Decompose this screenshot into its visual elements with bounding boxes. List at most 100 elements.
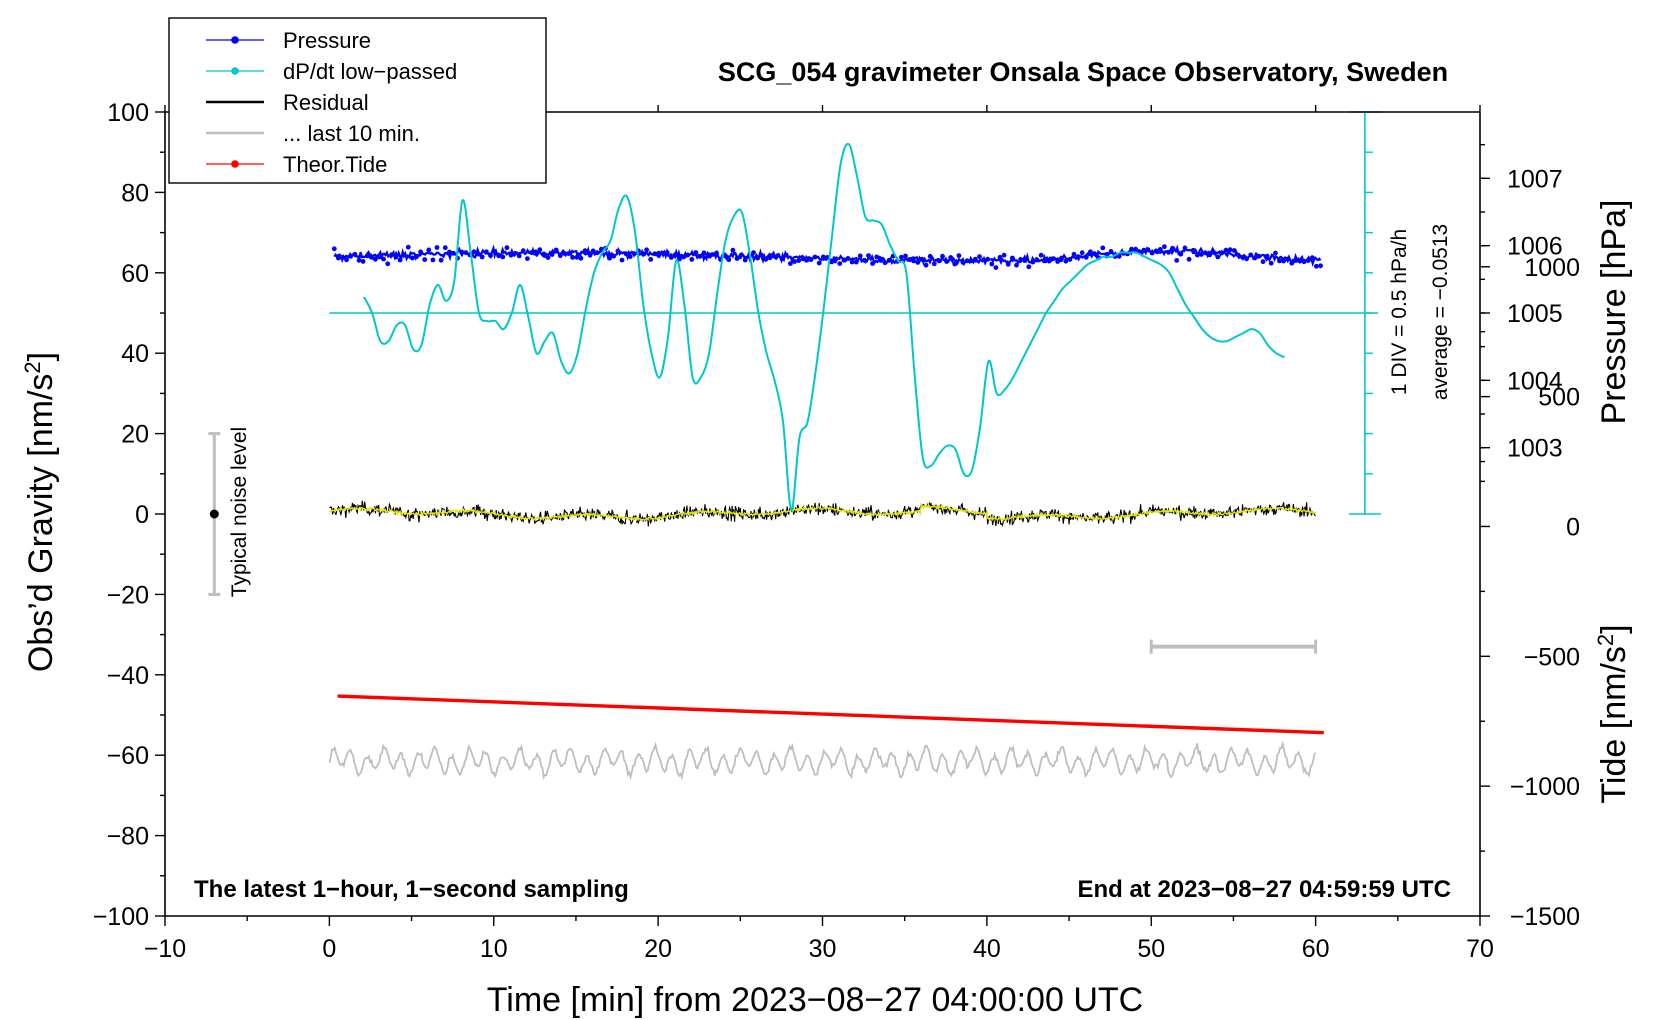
legend-label: Theor.Tide [283,152,387,177]
pressure-point [426,247,432,253]
pressure-point [611,253,617,259]
pressure-point [377,254,382,260]
pressure-point [788,261,793,266]
y-tick-label: 100 [107,99,149,127]
pressure-point [459,249,465,255]
pressure-point [874,254,880,260]
pressure-point [1170,245,1175,251]
tide-axis-title: Tide [nm/s2] [1593,624,1634,803]
x-axis-title: Time [min] from 2023−08−27 04:00:00 UTC [487,981,1143,1019]
pressure-point [336,255,341,261]
y-tick-label: −20 [107,581,149,609]
pressure-point [1133,246,1138,252]
pressure-point [792,259,797,264]
pressure-point [360,259,366,264]
pressure-point [1005,261,1011,267]
pressure-point [1240,254,1245,260]
pressure-point [997,254,1003,260]
pressure-point [771,253,777,259]
chart-series-layer [328,142,1324,781]
pressure-point [882,260,888,266]
x-tick-label: −10 [144,935,186,963]
pressure-point [1055,259,1060,264]
pressure-point [438,257,444,263]
pressure-point [463,250,469,256]
tide-tick-label: −500 [1524,643,1580,671]
pressure-point [927,253,933,259]
pressure-point [1001,252,1007,258]
pressure-point [1252,255,1258,261]
pressure-tick-label: 1007 [1507,165,1563,193]
pressure-point [903,253,908,259]
pressure-point [693,250,699,255]
pressure-point [829,259,834,265]
pressure-point [837,261,843,266]
pressure-point [820,254,826,260]
pressure-point [923,262,929,268]
pressure-point [607,255,612,261]
chart-title: SCG_054 gravimeter Onsala Space Observat… [718,57,1448,87]
pressure-point [1010,255,1015,261]
pressure-point [960,260,966,265]
pressure-point [919,256,925,262]
pressure-point [1305,258,1311,263]
pressure-point [442,245,448,251]
last-10-min-line [328,740,1317,781]
pressure-point [447,249,452,255]
pressure-point [845,256,851,261]
pressure-point [775,253,781,258]
pressure-point [1129,246,1134,252]
pressure-point [619,257,625,263]
pressure-point [697,254,703,259]
legend-label: ... last 10 min. [283,121,420,146]
pressure-point [1203,250,1208,256]
x-tick-label: 60 [1302,935,1330,963]
pressure-point [368,254,374,260]
pressure-point [475,251,481,257]
pressure-point [1030,259,1036,265]
pressure-point [1264,253,1270,259]
pressure-point [973,256,978,262]
pressure-point [886,257,892,263]
pressure-point [853,259,859,265]
pressure-point [644,247,649,253]
pressure-point [660,250,666,256]
pressure-point [594,250,600,256]
pressure-point [1088,249,1093,255]
y-axis-left-title-main: Obs’d Gravity [nm/s [22,374,60,673]
pressure-point [401,252,407,258]
pressure-point [1116,253,1122,259]
theor-tide-line [337,694,1324,735]
pressure-point [1059,255,1065,261]
pressure-point [726,257,732,263]
pressure-point [586,250,592,256]
pressure-point [689,257,695,262]
pressure-point [952,261,958,267]
pressure-point [623,251,629,257]
pressure-point [1309,255,1315,261]
pressure-point [1100,245,1106,251]
pressure-point [808,257,814,262]
pressure-point [578,255,584,261]
residual-line [329,500,1316,528]
pressure-point [1063,258,1069,264]
pressure-point [870,261,875,266]
pressure-point [1071,251,1077,257]
pressure-point [1199,252,1204,257]
pressure-point [985,256,991,262]
pressure-point [410,255,415,261]
tide-axis-title-main: Tide [nm/s [1595,646,1633,803]
pressure-point [1297,258,1303,264]
legend-label: Pressure [283,28,371,53]
dpdt-line [363,142,1285,512]
pressure-point [931,261,937,267]
x-tick-label: 50 [1137,935,1165,963]
pressure-point [340,255,345,260]
pressure-point [352,251,358,257]
pressure-point [940,253,945,259]
pressure-point [397,257,403,263]
residual-smoothed-line [328,502,1317,523]
tide-axis-title-sup: 2 [1593,634,1618,646]
pressure-point [1174,258,1180,263]
pressure-point [1248,252,1254,258]
